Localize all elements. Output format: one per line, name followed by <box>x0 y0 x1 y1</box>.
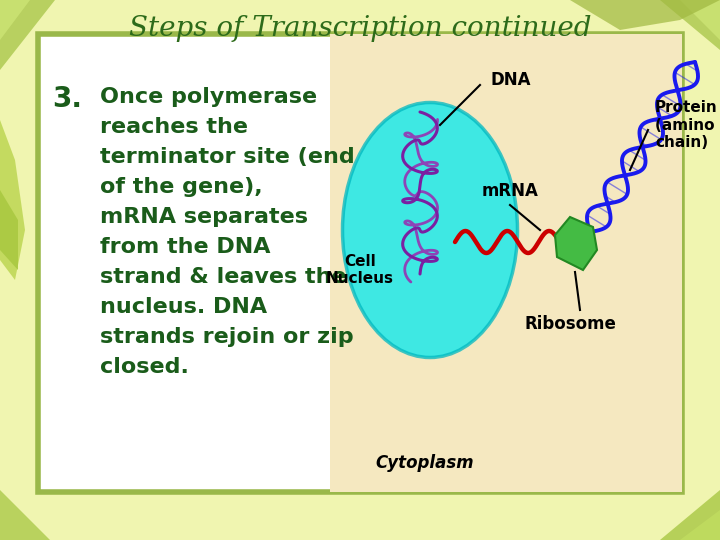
FancyBboxPatch shape <box>38 34 682 492</box>
Text: from the DNA: from the DNA <box>100 237 271 257</box>
Text: Protein
(amino acid
chain): Protein (amino acid chain) <box>655 100 720 150</box>
Text: Cytoplasm: Cytoplasm <box>375 454 474 472</box>
Polygon shape <box>660 0 720 50</box>
Polygon shape <box>0 0 30 40</box>
Polygon shape <box>680 510 720 540</box>
Text: nucleus. DNA: nucleus. DNA <box>100 297 267 317</box>
Text: mRNA separates: mRNA separates <box>100 207 308 227</box>
Polygon shape <box>0 490 50 540</box>
Text: strands rejoin or zip: strands rejoin or zip <box>100 327 354 347</box>
Text: Cell
Nucleus: Cell Nucleus <box>326 254 394 286</box>
Text: 3.: 3. <box>52 85 82 113</box>
Polygon shape <box>570 0 720 30</box>
Polygon shape <box>660 490 720 540</box>
Text: strand & leaves the: strand & leaves the <box>100 267 346 287</box>
Polygon shape <box>680 0 720 40</box>
Polygon shape <box>0 120 25 280</box>
Text: Ribosome: Ribosome <box>524 315 616 333</box>
Text: terminator site (end: terminator site (end <box>100 147 355 167</box>
Ellipse shape <box>343 103 518 357</box>
Text: of the gene),: of the gene), <box>100 177 263 197</box>
Text: Steps of Transcription continued: Steps of Transcription continued <box>129 15 591 42</box>
Text: Once polymerase: Once polymerase <box>100 87 317 107</box>
Text: DNA: DNA <box>490 71 531 89</box>
Polygon shape <box>0 0 55 70</box>
Text: reaches the: reaches the <box>100 117 248 137</box>
Text: mRNA: mRNA <box>482 182 539 200</box>
FancyBboxPatch shape <box>330 34 682 492</box>
Polygon shape <box>0 190 18 270</box>
Polygon shape <box>555 217 597 270</box>
Text: closed.: closed. <box>100 357 189 377</box>
